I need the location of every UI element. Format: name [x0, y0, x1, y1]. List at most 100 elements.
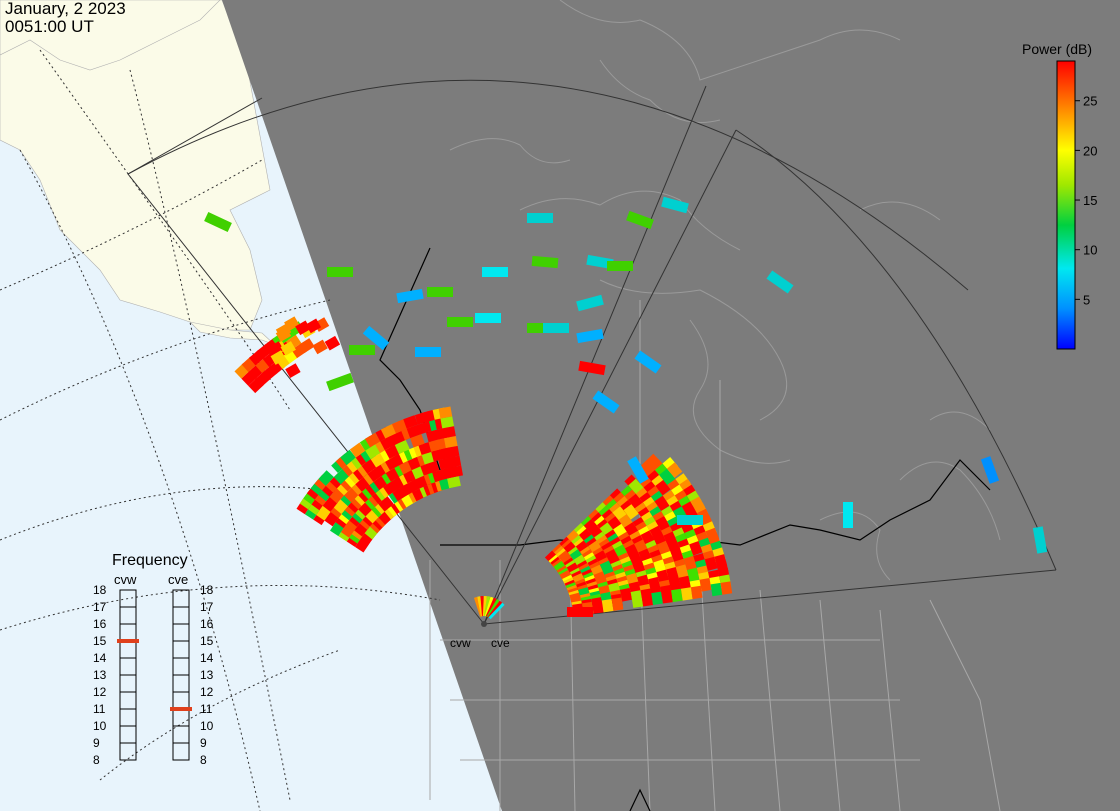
colorbar-tick-label: 15: [1083, 193, 1097, 208]
backscatter-cell: [843, 502, 853, 528]
frequency-tick-label: 10: [200, 719, 214, 733]
backscatter-cell: [447, 317, 473, 327]
backscatter-cell: [447, 455, 462, 468]
backscatter-cell: [766, 270, 794, 294]
frequency-tick-label: 16: [200, 617, 214, 631]
backscatter-cell: [543, 323, 569, 333]
frequency-marker: [170, 707, 192, 711]
backscatter-cell: [326, 372, 354, 392]
backscatter-cell: [396, 288, 424, 304]
radar-site-cvw-label: cvw: [450, 636, 471, 650]
frequency-tick-label: 14: [200, 651, 214, 665]
observation-time: 0051:00 UT: [5, 17, 94, 36]
colorbar-title: Power (dB): [1022, 41, 1092, 57]
colorbar-tick-label: 5: [1083, 292, 1090, 307]
colorbar-tick-label: 25: [1083, 94, 1097, 109]
backscatter-cell: [655, 516, 671, 532]
frequency-tick-label: 13: [93, 668, 107, 682]
frequency-tick-label: 17: [93, 600, 107, 614]
backscatter-cell: [394, 439, 410, 455]
backscatter-cell: [318, 470, 334, 486]
backscatter-cell: [655, 479, 671, 496]
backscatter-cell: [671, 588, 683, 603]
frequency-ladders: 18 17 16 15 14 13 12 11 10 9 8 18 17 16 15 14 13 12 11 10 9 8: [93, 583, 214, 767]
frequency-tick-label: 10: [93, 719, 107, 733]
backscatter-cell: [687, 567, 700, 582]
backscatter-cell: [527, 323, 553, 333]
backscatter-cell: [710, 582, 723, 597]
backscatter-cell: [299, 338, 315, 353]
backscatter-cell: [576, 328, 604, 344]
backscatter-cell: [578, 360, 606, 376]
backscatter-cell: [268, 341, 284, 356]
frequency-tick-label: 12: [93, 685, 107, 699]
backscatter-cell: [531, 255, 559, 269]
backscatter-cell: [591, 600, 604, 614]
frequency-tick-label: 18: [93, 583, 107, 597]
backscatter-cell: [406, 424, 422, 439]
backscatter-cell: [447, 476, 461, 489]
alaska-coast-upper: [0, 0, 221, 71]
backscatter-cell: [275, 327, 292, 342]
backscatter-cell: [415, 347, 441, 357]
frequency-title: Frequency: [112, 552, 188, 569]
backscatter-cell: [628, 478, 644, 495]
backscatter-cell: [677, 515, 703, 525]
backscatter-cell: [349, 442, 366, 458]
backscatter-cell: [678, 575, 691, 590]
frequency-tick-label: 16: [93, 617, 107, 631]
backscatter-cell: [312, 339, 328, 355]
nightside-coastlines: [449, 0, 1001, 581]
backscatter-cell: [683, 555, 697, 571]
backscatter-cell: [417, 421, 433, 435]
backscatter-cell: [656, 540, 671, 556]
frequency-tick-label: 15: [200, 634, 214, 648]
backscatter-cell: [270, 350, 286, 365]
backscatter-cell: [403, 415, 418, 429]
backscatter-cell: [586, 254, 614, 270]
backscatter-cell: [340, 449, 356, 466]
frequency-panel: Frequency cvw cve 1817161514131211109818…: [93, 552, 214, 767]
backscatter-cell: [626, 210, 654, 230]
frequency-tick-label: 8: [200, 753, 207, 767]
backscatter-cell: [690, 585, 703, 600]
frequency-tick-label: 18: [200, 583, 214, 597]
backscatter-near-range: [488, 602, 505, 620]
backscatter-cell: [576, 294, 604, 312]
backscatter-cell: [661, 590, 673, 604]
backscatter-cell: [623, 504, 639, 520]
backscatter-cell: [670, 547, 684, 563]
backscatter-cell: [611, 597, 624, 611]
backscatter-cell: [365, 444, 381, 460]
backscatter-cell: [482, 267, 508, 277]
frequency-tick-label: 14: [93, 651, 107, 665]
backscatter-cell: [440, 416, 455, 429]
backscatter-cell: [378, 496, 394, 512]
backscatter-cell: [720, 581, 733, 595]
backscatter-data: [204, 196, 1048, 620]
backscatter-cell: [1032, 526, 1048, 554]
backscatter-cell: [704, 556, 718, 571]
backscatter-cell: [627, 456, 649, 484]
backscatter-cell: [641, 593, 654, 607]
backscatter-cell: [656, 569, 670, 584]
backscatter-cell: [449, 465, 463, 478]
backscatter-cell: [410, 433, 425, 448]
backscatter-cell: [631, 594, 644, 608]
backscatter-cell: [324, 335, 341, 351]
radar-site-cve-label: cve: [491, 636, 510, 650]
backscatter-cell: [438, 406, 453, 419]
frequency-tick-label: 13: [200, 668, 214, 682]
backscatter-cell: [601, 598, 614, 613]
frequency-tick-label: 17: [200, 600, 214, 614]
backscatter-cell: [680, 587, 693, 601]
frequency-marker: [117, 639, 139, 643]
backscatter-cell: [362, 325, 390, 351]
backscatter-cell: [280, 341, 296, 356]
backscatter-cell: [327, 267, 353, 277]
backscatter-cell: [445, 445, 460, 458]
frequency-tick-label: 15: [93, 634, 107, 648]
backscatter-cell: [305, 318, 322, 334]
frequency-tick-label: 8: [93, 753, 100, 767]
